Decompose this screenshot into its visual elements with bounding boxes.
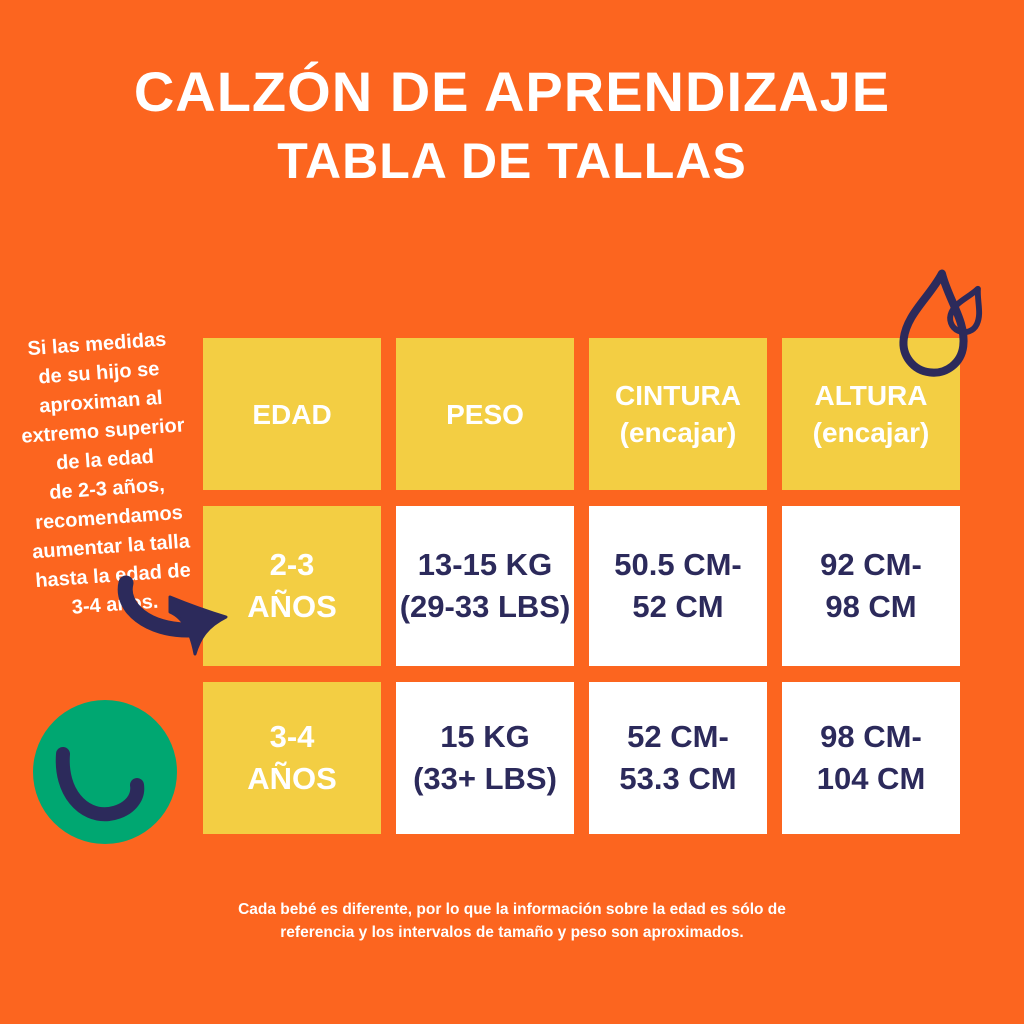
header-cell-altura: ALTURA (encajar) [782, 338, 960, 490]
header-cell-peso: PESO [396, 338, 574, 490]
header-cell-cintura: CINTURA (encajar) [589, 338, 767, 490]
header-cell-edad: EDAD [203, 338, 381, 490]
smile-stroke [55, 747, 145, 822]
row1-cell-edad: 2-3 AÑOS [203, 506, 381, 666]
footer-disclaimer: Cada bebé es diferente, por lo que la in… [238, 901, 786, 941]
row1-cell-cintura: 50.5 CM- 52 CM [589, 506, 767, 666]
water-drops-icon [899, 269, 983, 377]
row1-cell-altura: 92 CM- 98 CM [782, 506, 960, 666]
row2-cell-peso: 15 KG (33+ LBS) [396, 682, 574, 834]
size-table: EDAD PESO CINTURA (encajar) ALTURA (enca… [203, 338, 960, 834]
page-title: CALZÓN DE APRENDIZAJE TABLA DE TALLAS [0, 60, 1024, 188]
row1-cell-peso: 13-15 KG (29-33 LBS) [396, 506, 574, 666]
row2-cell-cintura: 52 CM- 53.3 CM [589, 682, 767, 834]
title-line-1: CALZÓN DE APRENDIZAJE [133, 60, 891, 123]
curved-arrow-icon [117, 575, 228, 656]
green-smiley-icon [33, 700, 177, 844]
title-line-2: TABLA DE TALLAS [277, 133, 747, 189]
row2-cell-altura: 98 CM- 104 CM [782, 682, 960, 834]
row2-cell-edad: 3-4 AÑOS [203, 682, 381, 834]
